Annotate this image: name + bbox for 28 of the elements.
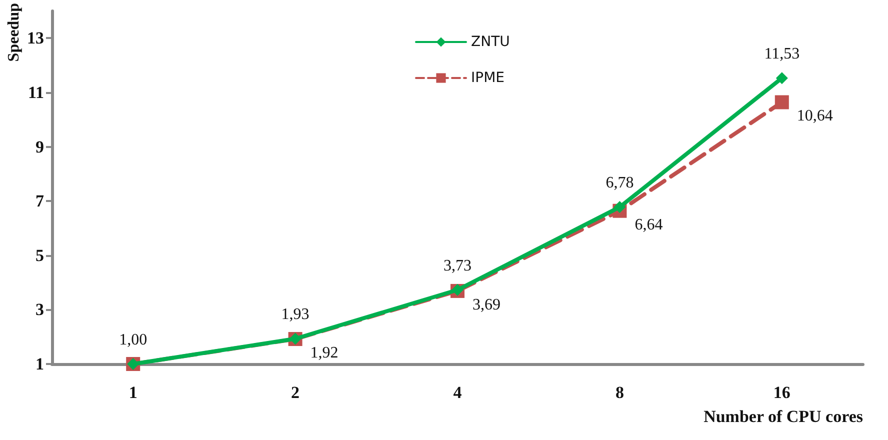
- data-label: 1,92: [310, 344, 338, 362]
- data-label: 6,64: [634, 216, 663, 234]
- legend-label: ZNTU: [471, 34, 510, 50]
- y-axis-title: Speedup: [6, 2, 22, 62]
- data-label: 3,69: [472, 296, 500, 314]
- x-tick-label: 1: [128, 383, 138, 402]
- y-tick-label: 3: [36, 300, 44, 320]
- y-tick-label: 11: [28, 82, 44, 102]
- data-label: 6,78: [606, 174, 634, 192]
- y-tick-label: 13: [27, 28, 44, 48]
- x-tick-label: 8: [615, 383, 624, 402]
- data-label: 11,53: [764, 46, 800, 63]
- data-label: 3,73: [444, 257, 472, 274]
- point: [776, 72, 788, 84]
- point: [774, 95, 789, 110]
- data-label: 1,00: [119, 332, 148, 348]
- x-tick-label: 16: [773, 383, 790, 402]
- x-axis-title: Number of CPU cores: [704, 407, 864, 426]
- y-tick-label: 9: [36, 137, 44, 156]
- y-tick-label: 5: [36, 246, 44, 265]
- y-tick-label: 7: [36, 192, 44, 211]
- x-tick-label: 2: [291, 383, 300, 402]
- data-label: 1,93: [281, 306, 310, 324]
- x-tick-label: 4: [453, 383, 462, 402]
- legend-label: IPME: [471, 70, 504, 86]
- data-label: 10,64: [796, 108, 833, 125]
- point: [614, 201, 626, 214]
- y-tick-label: 1: [36, 354, 44, 374]
